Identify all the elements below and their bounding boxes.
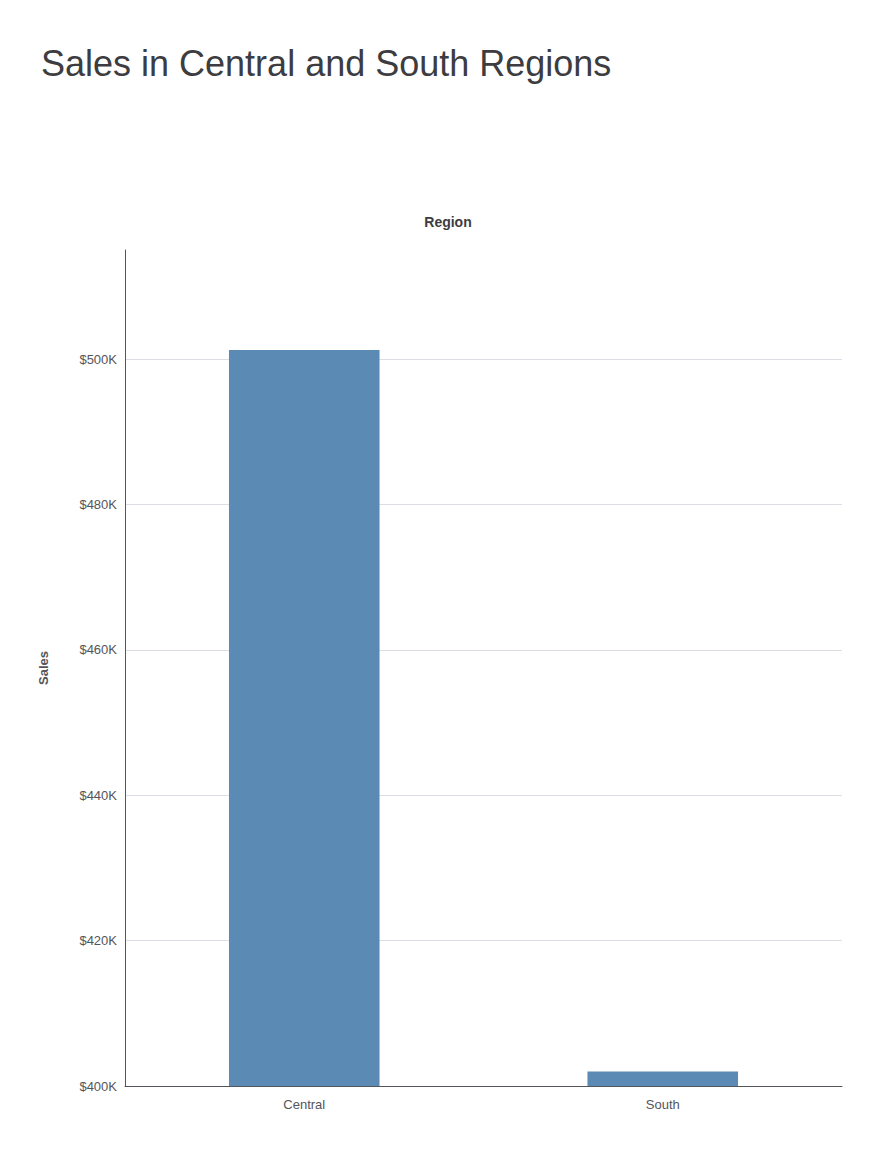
svg-text:Central: Central: [283, 1097, 325, 1112]
svg-text:$460K: $460K: [79, 642, 117, 657]
svg-text:$440K: $440K: [79, 788, 117, 803]
svg-text:Sales: Sales: [36, 651, 51, 685]
svg-text:$420K: $420K: [79, 933, 117, 948]
svg-text:Region: Region: [424, 214, 471, 230]
svg-text:South: South: [646, 1097, 680, 1112]
svg-text:$480K: $480K: [79, 497, 117, 512]
svg-text:Sales in Central and South Reg: Sales in Central and South Regions: [41, 43, 611, 84]
svg-text:$500K: $500K: [79, 352, 117, 367]
svg-text:$400K: $400K: [79, 1079, 117, 1094]
